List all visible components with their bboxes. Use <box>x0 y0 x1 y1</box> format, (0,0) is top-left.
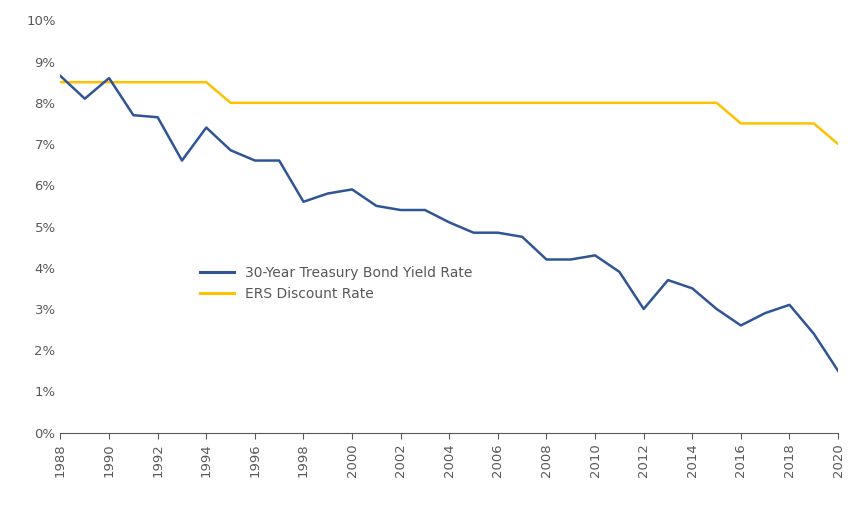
ERS Discount Rate <box>614 100 625 106</box>
30-Year Treasury Bond Yield Rate <box>79 96 90 102</box>
30-Year Treasury Bond Yield Rate <box>274 157 284 163</box>
30-Year Treasury Bond Yield Rate <box>614 269 625 275</box>
ERS Discount Rate <box>420 100 430 106</box>
30-Year Treasury Bond Yield Rate <box>347 186 358 192</box>
Legend: 30-Year Treasury Bond Yield Rate, ERS Discount Rate: 30-Year Treasury Bond Yield Rate, ERS Di… <box>200 266 473 301</box>
ERS Discount Rate <box>517 100 527 106</box>
ERS Discount Rate <box>250 100 260 106</box>
ERS Discount Rate <box>372 100 382 106</box>
ERS Discount Rate <box>274 100 284 106</box>
30-Year Treasury Bond Yield Rate <box>833 367 843 374</box>
30-Year Treasury Bond Yield Rate <box>687 285 697 291</box>
ERS Discount Rate <box>322 100 333 106</box>
ERS Discount Rate <box>663 100 673 106</box>
ERS Discount Rate <box>104 79 114 85</box>
30-Year Treasury Bond Yield Rate <box>177 157 187 163</box>
ERS Discount Rate <box>347 100 358 106</box>
ERS Discount Rate <box>396 100 406 106</box>
ERS Discount Rate <box>687 100 697 106</box>
30-Year Treasury Bond Yield Rate <box>128 112 138 118</box>
ERS Discount Rate <box>736 121 746 127</box>
30-Year Treasury Bond Yield Rate <box>226 147 236 153</box>
30-Year Treasury Bond Yield Rate <box>444 219 454 225</box>
ERS Discount Rate <box>298 100 308 106</box>
30-Year Treasury Bond Yield Rate <box>201 125 212 131</box>
ERS Discount Rate <box>590 100 600 106</box>
30-Year Treasury Bond Yield Rate <box>55 73 66 79</box>
30-Year Treasury Bond Yield Rate <box>492 230 503 236</box>
ERS Discount Rate <box>760 121 771 127</box>
30-Year Treasury Bond Yield Rate <box>760 310 771 316</box>
ERS Discount Rate <box>809 121 819 127</box>
30-Year Treasury Bond Yield Rate <box>736 322 746 328</box>
30-Year Treasury Bond Yield Rate <box>542 257 552 263</box>
30-Year Treasury Bond Yield Rate <box>517 234 527 240</box>
ERS Discount Rate <box>468 100 479 106</box>
30-Year Treasury Bond Yield Rate <box>663 277 673 283</box>
ERS Discount Rate <box>128 79 138 85</box>
30-Year Treasury Bond Yield Rate <box>590 252 600 259</box>
ERS Discount Rate <box>55 79 66 85</box>
30-Year Treasury Bond Yield Rate <box>396 207 406 213</box>
ERS Discount Rate <box>833 141 843 147</box>
30-Year Treasury Bond Yield Rate <box>153 114 163 120</box>
Line: ERS Discount Rate: ERS Discount Rate <box>60 82 838 144</box>
30-Year Treasury Bond Yield Rate <box>638 306 649 312</box>
ERS Discount Rate <box>492 100 503 106</box>
30-Year Treasury Bond Yield Rate <box>711 306 721 312</box>
ERS Discount Rate <box>638 100 649 106</box>
30-Year Treasury Bond Yield Rate <box>809 331 819 337</box>
ERS Discount Rate <box>79 79 90 85</box>
ERS Discount Rate <box>566 100 576 106</box>
30-Year Treasury Bond Yield Rate <box>322 190 333 196</box>
ERS Discount Rate <box>177 79 187 85</box>
ERS Discount Rate <box>201 79 212 85</box>
ERS Discount Rate <box>711 100 721 106</box>
ERS Discount Rate <box>542 100 552 106</box>
Line: 30-Year Treasury Bond Yield Rate: 30-Year Treasury Bond Yield Rate <box>60 76 838 371</box>
30-Year Treasury Bond Yield Rate <box>420 207 430 213</box>
30-Year Treasury Bond Yield Rate <box>468 230 479 236</box>
30-Year Treasury Bond Yield Rate <box>250 157 260 163</box>
ERS Discount Rate <box>153 79 163 85</box>
30-Year Treasury Bond Yield Rate <box>104 75 114 81</box>
30-Year Treasury Bond Yield Rate <box>298 199 308 205</box>
30-Year Treasury Bond Yield Rate <box>785 302 795 308</box>
ERS Discount Rate <box>444 100 454 106</box>
30-Year Treasury Bond Yield Rate <box>566 257 576 263</box>
30-Year Treasury Bond Yield Rate <box>372 203 382 209</box>
ERS Discount Rate <box>226 100 236 106</box>
ERS Discount Rate <box>785 121 795 127</box>
